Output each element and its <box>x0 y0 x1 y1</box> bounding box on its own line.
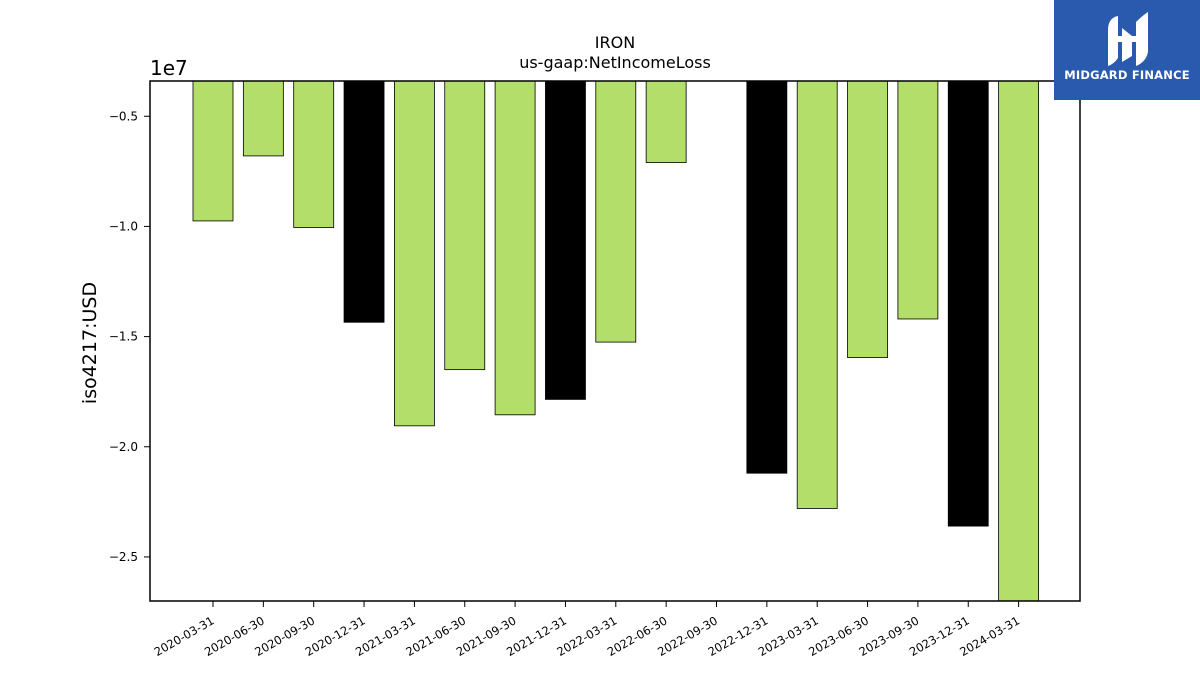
midgard-logo-icon <box>1108 12 1148 66</box>
y-offset-label: 1e7 <box>150 56 188 80</box>
bar-2021-03-31 <box>393 80 435 427</box>
bar-2023-03-31 <box>796 80 838 509</box>
plot-frame <box>149 80 1081 602</box>
y-tick-label: −1.0 <box>109 219 138 233</box>
bar-2021-06-30 <box>444 80 486 371</box>
bar-2021-12-31 <box>545 80 586 400</box>
bar-2020-09-30 <box>293 80 335 228</box>
bar-2021-09-30 <box>494 80 536 416</box>
y-tick-label: −1.5 <box>109 330 138 344</box>
bar-2022-03-31 <box>595 80 637 343</box>
bar-series <box>192 80 1039 602</box>
brand-name: MIDGARD FINANCE <box>1064 68 1190 82</box>
bar-2022-12-31 <box>746 80 788 474</box>
y-tick-label: −2.0 <box>109 440 138 454</box>
y-axis-ticks: −0.5 −1.0 −1.5 −2.0 −2.5 <box>109 109 150 564</box>
chart-title: IRON <box>595 33 635 52</box>
bar-2023-06-30 <box>847 80 888 358</box>
bar-2023-09-30 <box>897 80 939 320</box>
brand-logo: MIDGARD FINANCE <box>1054 0 1200 100</box>
bar-2023-12-31 <box>947 80 989 527</box>
chart-subtitle: us-gaap:NetIncomeLoss <box>519 53 711 72</box>
bar-2020-03-31 <box>192 80 234 222</box>
bar-2024-03-31 <box>998 80 1039 602</box>
bar-2022-06-30 <box>645 80 687 163</box>
y-axis-label: iso4217:USD <box>79 282 101 404</box>
bar-2020-06-30 <box>242 80 284 157</box>
y-tick-label: −0.5 <box>109 109 138 123</box>
bar-2020-12-31 <box>343 80 385 323</box>
y-tick-label: −2.5 <box>109 550 138 564</box>
x-axis-ticks: 2020-03-312020-06-302020-09-302020-12-31… <box>152 601 1022 659</box>
